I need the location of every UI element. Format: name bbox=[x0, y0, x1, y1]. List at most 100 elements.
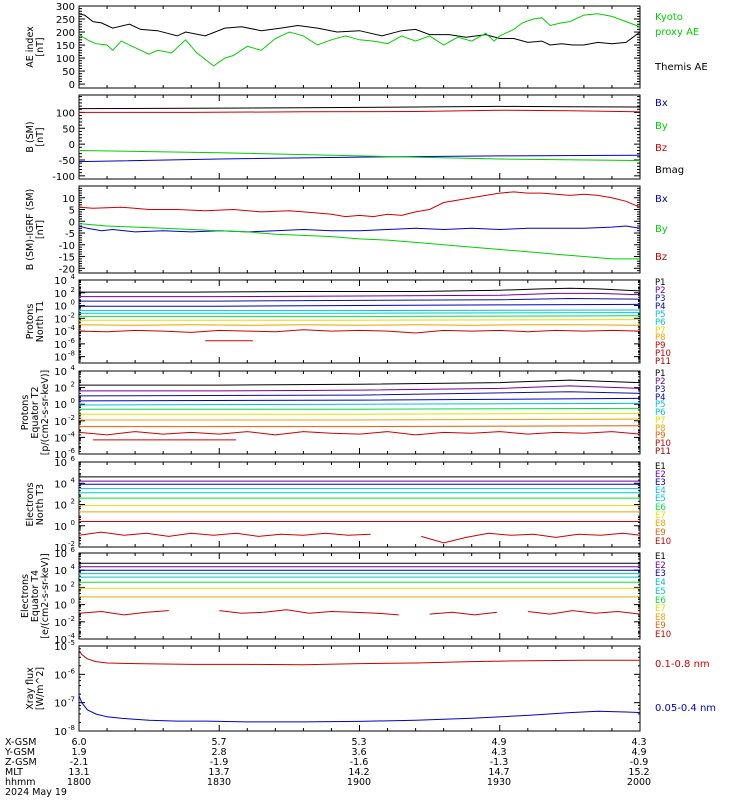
y-tick-base: 10 bbox=[54, 314, 67, 325]
y-tick-exponent: 4 bbox=[71, 273, 76, 281]
y-tick-base: 10 bbox=[54, 549, 67, 560]
y-tick-exponent: -2 bbox=[68, 414, 75, 422]
y-axis-label: Electrons bbox=[25, 482, 36, 526]
legend-entry: E5 bbox=[655, 494, 666, 504]
series-line-by bbox=[78, 223, 640, 260]
y-tick-label: 10 bbox=[54, 289, 67, 300]
y-tick-base: 10 bbox=[54, 289, 67, 300]
ephemeris-value: 4.9 bbox=[631, 747, 646, 758]
y-tick-exponent: 0 bbox=[71, 519, 75, 527]
y-tick-label: 10 bbox=[54, 327, 67, 338]
panel-1: 0 50 100 150 200 250 300 AE index [nT] Kyoto proxy… bbox=[25, 2, 708, 91]
legend-entry: E5 bbox=[655, 587, 666, 597]
legend-entry: proxy AE bbox=[655, 27, 699, 38]
y-tick-base: 10 bbox=[54, 302, 67, 313]
y-tick-base: 10 bbox=[54, 583, 67, 594]
ephemeris-value: -2.1 bbox=[70, 757, 89, 768]
y-tick-base: 10 bbox=[54, 522, 67, 533]
legend-entry: E6 bbox=[655, 503, 666, 513]
y-axis-label: [p/(cm2-s-sr-keV)] bbox=[40, 370, 51, 456]
series-line-bmag bbox=[78, 105, 641, 110]
series-line-themis-ae bbox=[78, 13, 641, 46]
y-tick-exponent: -6 bbox=[68, 337, 76, 345]
legend-entry: P10 bbox=[655, 439, 671, 449]
series-line-p1 bbox=[79, 379, 641, 386]
legend-entry: P10 bbox=[655, 349, 671, 359]
y-tick-label: -100 bbox=[52, 172, 75, 183]
y-tick-exponent: 2 bbox=[71, 381, 75, 389]
legend-entry: Bx bbox=[655, 194, 668, 205]
series-line-p2 bbox=[79, 385, 641, 392]
y-tick-exponent: -8 bbox=[68, 350, 75, 358]
legend-entry: P6 bbox=[655, 408, 666, 418]
y-tick-label: 10 bbox=[54, 302, 67, 313]
y-tick-exponent: -2 bbox=[68, 311, 75, 319]
y-tick-base: 10 bbox=[54, 417, 67, 428]
legend-entry: By bbox=[655, 224, 668, 235]
series-segment-e10b bbox=[421, 532, 641, 544]
legend-entry: E1 bbox=[655, 552, 666, 562]
panel-frame bbox=[78, 552, 641, 640]
panel-frame bbox=[78, 461, 641, 548]
series-line-e9 bbox=[78, 610, 169, 616]
y-tick-label: 10 bbox=[54, 501, 67, 512]
y-tick-exponent: -8 bbox=[68, 724, 75, 732]
y-axis-label: Xray flux bbox=[25, 667, 36, 710]
legend-entry: P1 bbox=[655, 369, 666, 379]
y-tick-base: 10 bbox=[54, 276, 67, 287]
y-tick-label: 250 bbox=[56, 15, 75, 26]
series-line-0-05-0-4-nm bbox=[78, 695, 641, 723]
ephemeris-value: 2000 bbox=[627, 777, 651, 788]
y-tick-base: 10 bbox=[54, 433, 67, 444]
y-tick-label: 50 bbox=[62, 124, 75, 135]
y-tick-base: 10 bbox=[54, 727, 67, 738]
y-tick-label: 10 bbox=[54, 276, 67, 287]
y-tick-exponent: -5 bbox=[68, 639, 75, 647]
y-tick-exponent: -7 bbox=[68, 696, 75, 704]
series-segment-e9b bbox=[219, 609, 399, 616]
y-tick-label: 10 bbox=[54, 618, 67, 629]
series-line-bz bbox=[78, 191, 641, 218]
y-axis-label: Protons bbox=[20, 395, 31, 431]
date-label: 2024 May 19 bbox=[5, 787, 67, 798]
y-tick-label: 10 bbox=[54, 400, 67, 411]
y-tick-label: 10 bbox=[54, 433, 67, 444]
legend-entry: P3 bbox=[655, 385, 666, 395]
legend-entry: Kyoto bbox=[655, 12, 683, 23]
ephemeris-row-label: Y-GSM bbox=[4, 747, 35, 758]
series-line-p1 bbox=[79, 287, 641, 293]
y-tick-exponent: 2 bbox=[71, 498, 75, 506]
panel-frame bbox=[78, 645, 641, 732]
ephemeris-value: 1900 bbox=[347, 777, 371, 788]
ephemeris-value: 13.7 bbox=[208, 767, 229, 778]
y-tick-base: 10 bbox=[54, 501, 67, 512]
y-tick-exponent: 0 bbox=[71, 397, 75, 405]
ephemeris-value: 3.6 bbox=[351, 747, 366, 758]
legend-entry: P11 bbox=[655, 357, 671, 367]
y-tick-label: -15 bbox=[59, 253, 75, 264]
ephemeris-value: 1800 bbox=[67, 777, 91, 788]
legend-entry: E8 bbox=[655, 519, 666, 529]
legend-entry: E10 bbox=[655, 537, 671, 547]
panel-frame bbox=[78, 185, 641, 274]
series-line-bx bbox=[78, 225, 641, 233]
panel-frame bbox=[78, 5, 641, 89]
legend-entry: E9 bbox=[655, 621, 666, 631]
y-axis-label: Electrons bbox=[20, 574, 31, 618]
y-tick-exponent: 0 bbox=[71, 299, 75, 307]
y-tick-exponent: -4 bbox=[68, 324, 76, 332]
ephemeris-value: -1.6 bbox=[350, 757, 369, 768]
ephemeris-value: 2.8 bbox=[211, 747, 226, 758]
panel-2: -100 -50 0 50 100 B (SM) [nT] Bx By Bz Bmag bbox=[25, 94, 684, 183]
series-line-kyoto-proxy-ae bbox=[78, 13, 641, 67]
series-line-p10 bbox=[78, 329, 641, 334]
y-tick-base: 10 bbox=[54, 543, 67, 554]
y-tick-label: 10 bbox=[54, 601, 67, 612]
legend-entry: E2 bbox=[655, 561, 666, 571]
legend-entry: P11 bbox=[655, 447, 671, 457]
legend-entry: E6 bbox=[655, 596, 666, 606]
ephemeris-value: 6.0 bbox=[71, 737, 86, 748]
